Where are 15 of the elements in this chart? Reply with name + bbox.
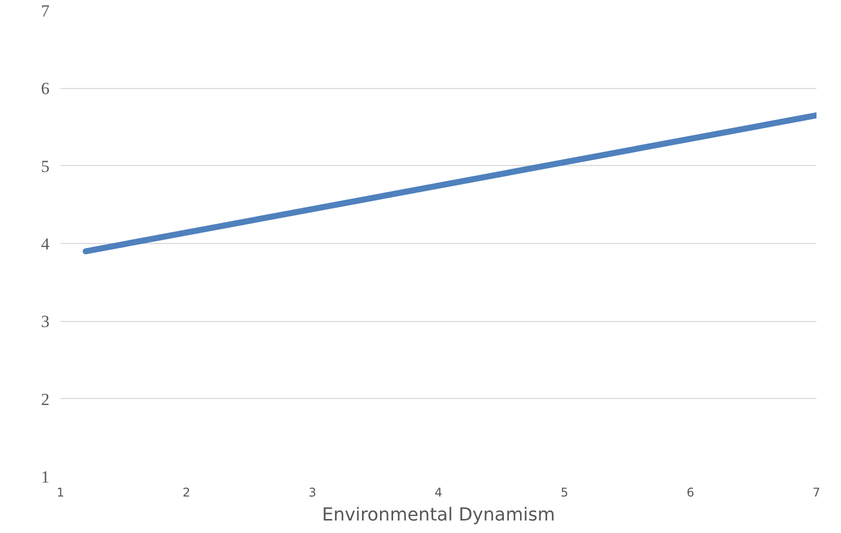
y-tick-label: 4 — [41, 234, 50, 254]
y-tick-label: 1 — [41, 468, 50, 486]
y-tick-label: 5 — [41, 156, 50, 176]
x-tick-label: 5 — [560, 486, 568, 500]
x-tick-label: 3 — [308, 486, 316, 500]
x-tick-label: 2 — [182, 486, 190, 500]
x-axis-title: Environmental Dynamism — [322, 504, 556, 526]
x-tick-label: 6 — [686, 486, 694, 500]
y-tick-label: 2 — [41, 390, 50, 409]
x-tick-label: 1 — [56, 486, 64, 500]
x-tick-label: 4 — [434, 486, 442, 500]
x-tick-label: 7 — [812, 486, 820, 500]
y-tick-label: 6 — [41, 79, 50, 98]
y-tick-label: 3 — [41, 312, 50, 332]
y-tick-label: 7 — [41, 2, 50, 20]
